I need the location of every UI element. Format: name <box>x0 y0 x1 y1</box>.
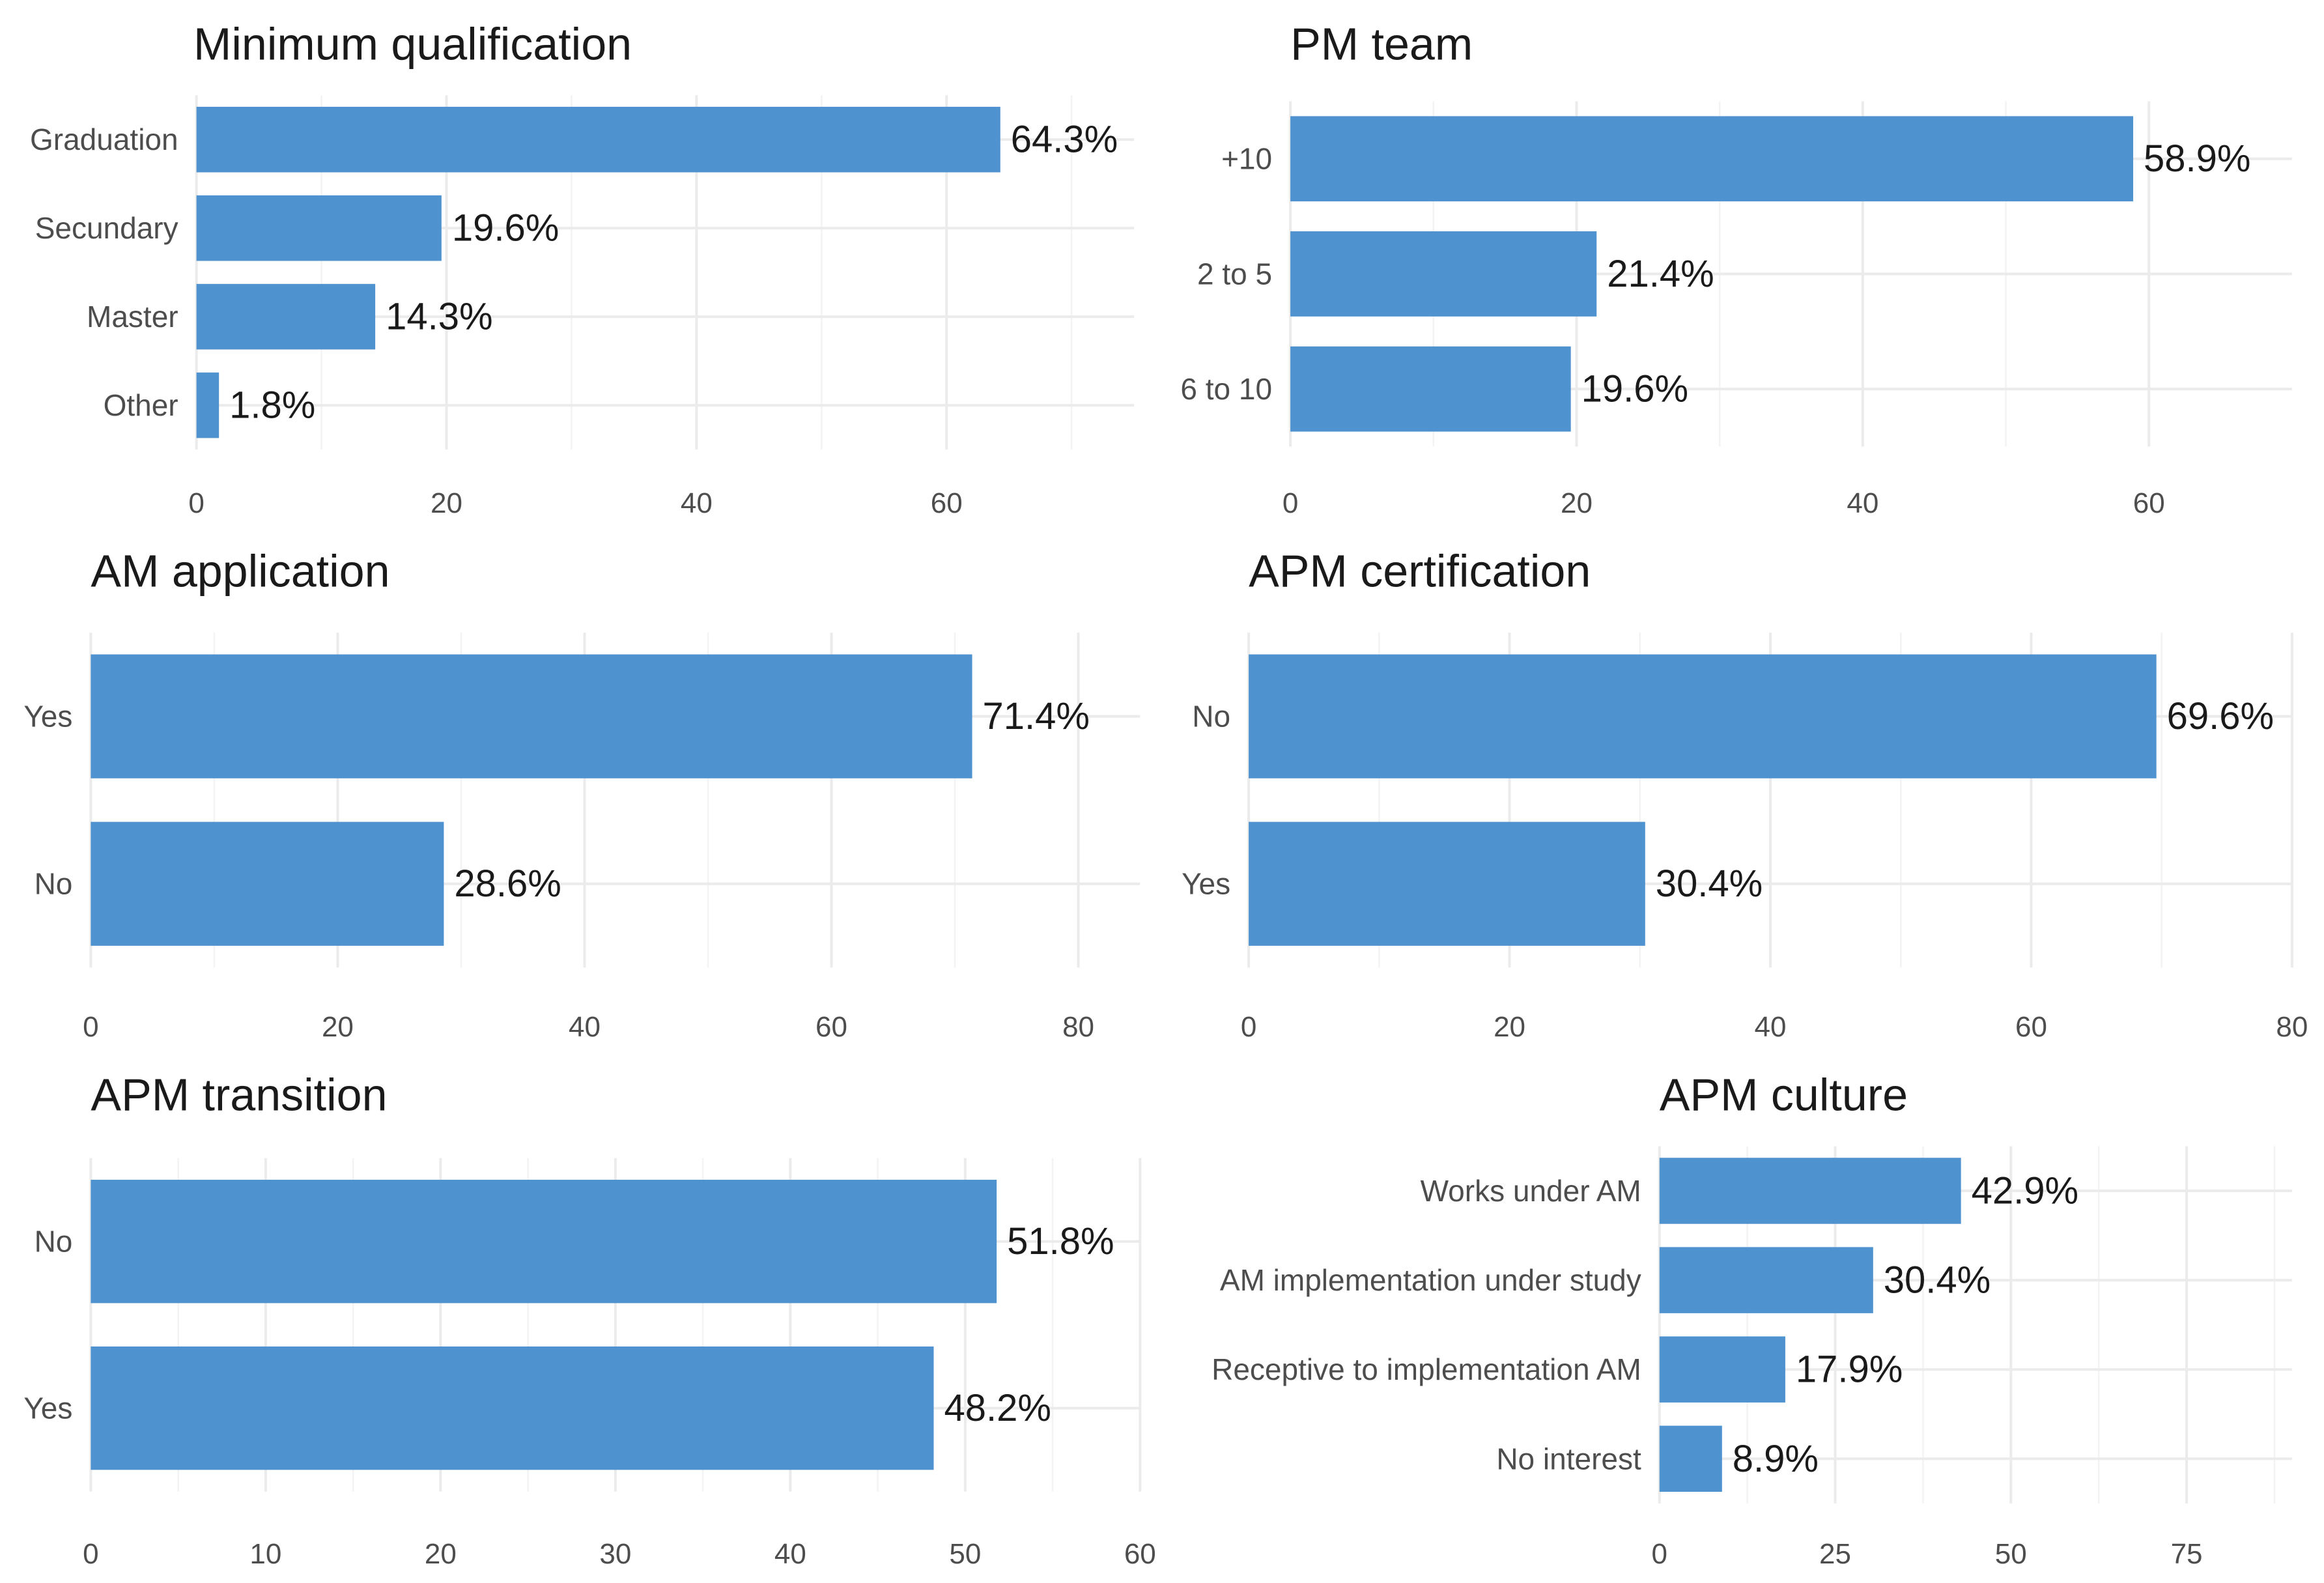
x-tick-label: 20 <box>1494 1011 1525 1043</box>
bar-2-to-5 <box>1290 231 1597 317</box>
x-tick-label: 25 <box>1819 1538 1851 1570</box>
x-tick-label: 50 <box>1995 1538 2027 1570</box>
x-tick-label: 20 <box>425 1538 457 1570</box>
x-tick-label: 80 <box>2276 1011 2308 1043</box>
x-tick-label: 40 <box>681 487 713 519</box>
x-tick-label: 50 <box>949 1538 981 1570</box>
data-label: 51.8% <box>1007 1220 1114 1262</box>
data-label: 69.6% <box>2167 695 2274 737</box>
x-tick-label: 0 <box>83 1538 98 1570</box>
category-label: Master <box>87 300 178 334</box>
category-label: Yes <box>23 1391 72 1425</box>
bar-graduation <box>196 106 1000 173</box>
bar-no-interest <box>1659 1425 1722 1492</box>
category-label: No <box>1192 700 1230 734</box>
bar-no <box>91 1179 997 1304</box>
data-label: 8.9% <box>1733 1438 1819 1480</box>
bar-no <box>91 821 444 946</box>
x-tick-label: 10 <box>249 1538 281 1570</box>
chart-panel-5: No 51.8% Yes 48.2% 0 10 20 30 40 50 60 APM transiti… <box>23 1070 1155 1570</box>
category-label: No interest <box>1496 1442 1641 1476</box>
x-tick-label: 0 <box>83 1011 98 1043</box>
chart-panel-6: Works under AM 42.9% AM implementation und… <box>1212 1070 2292 1570</box>
data-label: 1.8% <box>229 384 315 427</box>
bar-master <box>196 283 376 350</box>
x-tick-label: 20 <box>1561 487 1593 519</box>
chart-panel-3: Yes 71.4% No 28.6% 0 20 40 60 80 AM application <box>23 545 1141 1043</box>
data-label: 30.4% <box>1656 863 1763 905</box>
bar--10 <box>1290 116 2134 202</box>
x-tick-label: 0 <box>1241 1011 1256 1043</box>
bar-6-to-10 <box>1290 346 1571 432</box>
category-label: No <box>35 1225 73 1259</box>
chart-title: APM culture <box>1660 1070 1908 1120</box>
bar-works-under-am <box>1659 1158 1961 1224</box>
data-label: 19.6% <box>1581 368 1688 410</box>
chart-title: APM certification <box>1249 545 1591 596</box>
data-label: 42.9% <box>1972 1170 2078 1212</box>
x-tick-label: 40 <box>1847 487 1878 519</box>
bar-other <box>196 372 220 438</box>
bar-secundary <box>196 195 442 261</box>
x-tick-label: 0 <box>1652 1538 1667 1570</box>
data-label: 48.2% <box>944 1387 1051 1429</box>
data-label: 19.6% <box>452 207 559 250</box>
bar-yes <box>91 1346 934 1470</box>
category-label: No <box>35 867 73 901</box>
x-tick-label: 60 <box>1124 1538 1156 1570</box>
category-label: 2 to 5 <box>1197 257 1272 291</box>
category-label: Yes <box>23 700 72 734</box>
data-label: 21.4% <box>1607 253 1714 295</box>
x-tick-label: 60 <box>2133 487 2165 519</box>
bar-yes <box>91 654 972 778</box>
x-tick-label: 30 <box>599 1538 631 1570</box>
chart-panel-2: +10 58.9% 2 to 5 21.4% 6 to 10 19.6% 0 20 40 60 PM… <box>1180 18 2292 519</box>
chart-title: PM team <box>1290 18 1473 69</box>
category-label: Other <box>104 388 178 422</box>
category-label: 6 to 10 <box>1180 372 1272 406</box>
category-label: Secundary <box>35 211 178 245</box>
category-label: AM implementation under study <box>1220 1263 1641 1297</box>
chart-title: AM application <box>91 545 390 596</box>
x-tick-label: 75 <box>2171 1538 2203 1570</box>
chart-panel-1: Graduation 64.3% Secundary 19.6% Master 14.3%… <box>30 18 1135 519</box>
data-label: 71.4% <box>983 695 1090 737</box>
chart-title: APM transition <box>91 1070 387 1120</box>
chart-panel-4: No 69.6% Yes 30.4% 0 20 40 60 80 APM certificatio… <box>1182 545 2308 1043</box>
x-tick-label: 60 <box>2015 1011 2047 1043</box>
x-tick-label: 60 <box>931 487 963 519</box>
x-tick-label: 60 <box>815 1011 847 1043</box>
bar-am-implementation-under-study <box>1659 1247 1873 1313</box>
x-tick-label: 80 <box>1062 1011 1094 1043</box>
x-tick-label: 20 <box>431 487 462 519</box>
data-label: 17.9% <box>1796 1348 1903 1391</box>
x-tick-label: 0 <box>188 487 204 519</box>
bar-no <box>1249 654 2157 778</box>
category-label: Works under AM <box>1421 1174 1641 1208</box>
bar-receptive-to-implementation-am <box>1659 1336 1785 1403</box>
x-tick-label: 20 <box>322 1011 354 1043</box>
bar-yes <box>1249 821 1645 946</box>
chart-title: Minimum qualification <box>193 18 632 69</box>
category-label: Yes <box>1182 867 1230 901</box>
x-tick-label: 40 <box>774 1538 806 1570</box>
x-tick-label: 40 <box>1755 1011 1787 1043</box>
category-label: Graduation <box>30 122 178 156</box>
data-label: 28.6% <box>454 863 561 905</box>
x-tick-label: 0 <box>1282 487 1298 519</box>
data-label: 30.4% <box>1884 1259 1991 1302</box>
data-label: 58.9% <box>2144 137 2250 180</box>
category-label: +10 <box>1221 142 1272 176</box>
data-label: 64.3% <box>1011 119 1118 161</box>
category-label: Receptive to implementation AM <box>1212 1352 1641 1386</box>
x-tick-label: 40 <box>569 1011 601 1043</box>
data-label: 14.3% <box>386 296 492 338</box>
